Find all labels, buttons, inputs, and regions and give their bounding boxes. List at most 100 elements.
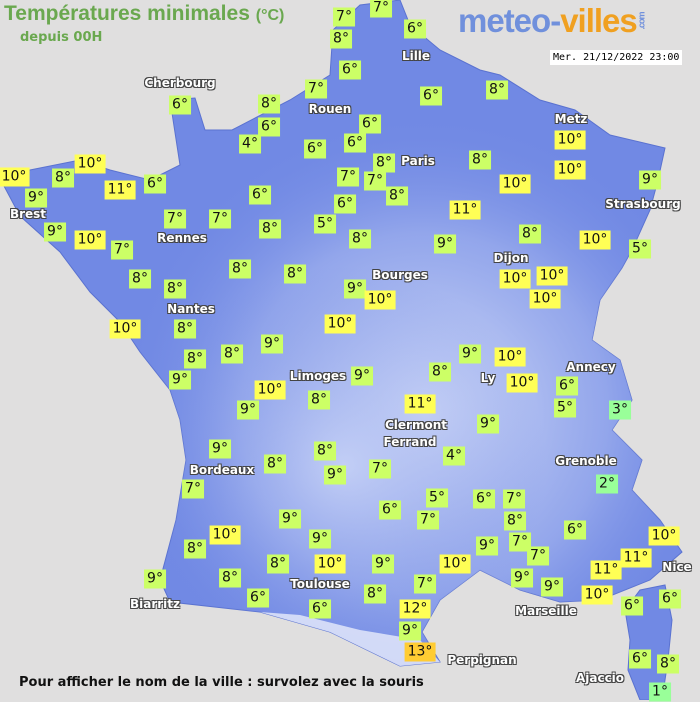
- temperature-marker[interactable]: 10°: [581, 585, 613, 605]
- temperature-marker[interactable]: 10°: [324, 314, 356, 334]
- temperature-marker[interactable]: 7°: [111, 240, 133, 260]
- temperature-marker[interactable]: 2°: [596, 474, 618, 494]
- temperature-marker[interactable]: 9°: [279, 509, 301, 529]
- temperature-marker[interactable]: 9°: [477, 414, 499, 434]
- temperature-marker[interactable]: 7°: [164, 209, 186, 229]
- temperature-marker[interactable]: 8°: [469, 150, 491, 170]
- temperature-marker[interactable]: 8°: [504, 511, 526, 531]
- temperature-marker[interactable]: 8°: [174, 319, 196, 339]
- temperature-marker[interactable]: 10°: [554, 160, 586, 180]
- temperature-marker[interactable]: 11°: [620, 548, 652, 568]
- temperature-marker[interactable]: 11°: [590, 560, 622, 580]
- temperature-marker[interactable]: 13°: [404, 642, 436, 662]
- temperature-marker[interactable]: 7°: [370, 0, 392, 18]
- temperature-marker[interactable]: 6°: [249, 185, 271, 205]
- temperature-marker[interactable]: 10°: [0, 167, 30, 187]
- temperature-marker[interactable]: 7°: [337, 167, 359, 187]
- temperature-marker[interactable]: 10°: [529, 289, 561, 309]
- temperature-marker[interactable]: 6°: [344, 133, 366, 153]
- temperature-marker[interactable]: 6°: [359, 114, 381, 134]
- temperature-marker[interactable]: 10°: [74, 230, 106, 250]
- temperature-marker[interactable]: 7°: [182, 479, 204, 499]
- temperature-marker[interactable]: 10°: [494, 347, 526, 367]
- meteo-villes-logo[interactable]: meteo-villes.com: [458, 2, 654, 40]
- temperature-marker[interactable]: 9°: [511, 568, 533, 588]
- temperature-marker[interactable]: 8°: [373, 153, 395, 173]
- temperature-marker[interactable]: 8°: [519, 224, 541, 244]
- temperature-marker[interactable]: 10°: [314, 554, 346, 574]
- temperature-marker[interactable]: 6°: [309, 599, 331, 619]
- temperature-marker[interactable]: 6°: [169, 95, 191, 115]
- temperature-marker[interactable]: 11°: [104, 180, 136, 200]
- temperature-marker[interactable]: 10°: [109, 319, 141, 339]
- temperature-marker[interactable]: 8°: [164, 279, 186, 299]
- temperature-marker[interactable]: 8°: [486, 80, 508, 100]
- temperature-marker[interactable]: 10°: [648, 526, 680, 546]
- temperature-marker[interactable]: 9°: [324, 465, 346, 485]
- temperature-marker[interactable]: 8°: [314, 441, 336, 461]
- temperature-marker[interactable]: 7°: [503, 489, 525, 509]
- temperature-marker[interactable]: 5°: [314, 214, 336, 234]
- temperature-marker[interactable]: 6°: [379, 500, 401, 520]
- temperature-marker[interactable]: 8°: [330, 29, 352, 49]
- temperature-marker[interactable]: 5°: [426, 488, 448, 508]
- temperature-marker[interactable]: 6°: [556, 376, 578, 396]
- temperature-marker[interactable]: 8°: [284, 264, 306, 284]
- temperature-marker[interactable]: 8°: [52, 168, 74, 188]
- temperature-marker[interactable]: 4°: [239, 134, 261, 154]
- temperature-marker[interactable]: 7°: [333, 7, 355, 27]
- temperature-marker[interactable]: 6°: [420, 86, 442, 106]
- temperature-marker[interactable]: 9°: [237, 400, 259, 420]
- temperature-marker[interactable]: 1°: [649, 682, 671, 702]
- temperature-marker[interactable]: 10°: [499, 174, 531, 194]
- temperature-marker[interactable]: 9°: [44, 222, 66, 242]
- temperature-marker[interactable]: 7°: [414, 574, 436, 594]
- temperature-marker[interactable]: 9°: [541, 577, 563, 597]
- temperature-marker[interactable]: 9°: [344, 279, 366, 299]
- temperature-marker[interactable]: 10°: [364, 290, 396, 310]
- temperature-marker[interactable]: 10°: [554, 130, 586, 150]
- temperature-marker[interactable]: 5°: [554, 398, 576, 418]
- temperature-marker[interactable]: 9°: [25, 188, 47, 208]
- temperature-marker[interactable]: 6°: [339, 60, 361, 80]
- temperature-marker[interactable]: 5°: [629, 239, 651, 259]
- temperature-marker[interactable]: 8°: [129, 269, 151, 289]
- temperature-marker[interactable]: 6°: [621, 596, 643, 616]
- temperature-marker[interactable]: 7°: [417, 510, 439, 530]
- temperature-marker[interactable]: 10°: [254, 380, 286, 400]
- temperature-marker[interactable]: 6°: [258, 117, 280, 137]
- temperature-marker[interactable]: 7°: [305, 79, 327, 99]
- temperature-marker[interactable]: 9°: [351, 366, 373, 386]
- temperature-marker[interactable]: 9°: [639, 170, 661, 190]
- temperature-marker[interactable]: 9°: [476, 536, 498, 556]
- temperature-marker[interactable]: 9°: [209, 439, 231, 459]
- temperature-marker[interactable]: 8°: [264, 454, 286, 474]
- temperature-marker[interactable]: 9°: [144, 569, 166, 589]
- temperature-marker[interactable]: 9°: [434, 234, 456, 254]
- temperature-marker[interactable]: 6°: [144, 174, 166, 194]
- temperature-marker[interactable]: 8°: [349, 229, 371, 249]
- temperature-marker[interactable]: 8°: [386, 186, 408, 206]
- temperature-marker[interactable]: 6°: [659, 589, 681, 609]
- temperature-marker[interactable]: 10°: [536, 266, 568, 286]
- temperature-marker[interactable]: 8°: [184, 539, 206, 559]
- temperature-marker[interactable]: 3°: [609, 400, 631, 420]
- temperature-marker[interactable]: 6°: [247, 588, 269, 608]
- temperature-marker[interactable]: 10°: [506, 373, 538, 393]
- temperature-marker[interactable]: 8°: [429, 362, 451, 382]
- temperature-marker[interactable]: 9°: [372, 554, 394, 574]
- temperature-marker[interactable]: 9°: [261, 334, 283, 354]
- temperature-marker[interactable]: 8°: [364, 584, 386, 604]
- temperature-marker[interactable]: 8°: [219, 568, 241, 588]
- temperature-marker[interactable]: 8°: [267, 554, 289, 574]
- temperature-marker[interactable]: 6°: [473, 489, 495, 509]
- temperature-marker[interactable]: 9°: [309, 529, 331, 549]
- temperature-marker[interactable]: 6°: [334, 194, 356, 214]
- temperature-marker[interactable]: 6°: [404, 19, 426, 39]
- temperature-marker[interactable]: 10°: [499, 269, 531, 289]
- temperature-marker[interactable]: 10°: [209, 525, 241, 545]
- temperature-marker[interactable]: 8°: [221, 344, 243, 364]
- temperature-marker[interactable]: 8°: [259, 219, 281, 239]
- temperature-marker[interactable]: 6°: [304, 139, 326, 159]
- temperature-marker[interactable]: 8°: [308, 390, 330, 410]
